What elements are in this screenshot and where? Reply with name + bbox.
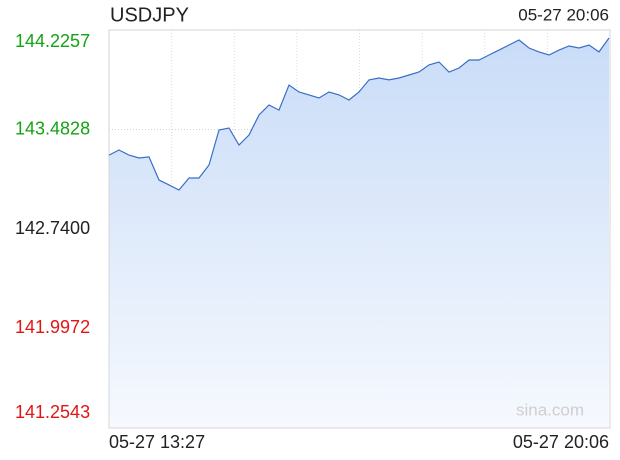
x-tick-label: 05-27 20:06 [513, 432, 609, 452]
plot-frame [108, 29, 611, 429]
chart-title: USDJPY [110, 4, 189, 26]
area [109, 38, 609, 428]
timestamp: 05-27 20:06 [518, 5, 609, 24]
y-tick-label: 141.2543 [15, 402, 90, 422]
x-tick-label: 05-27 13:27 [109, 432, 205, 452]
y-tick-label: 142.7400 [15, 218, 90, 238]
watermark: sina.com [516, 400, 584, 419]
line [108, 37, 610, 191]
y-tick-label: 141.9972 [15, 317, 90, 337]
y-tick-label: 143.4828 [15, 118, 90, 138]
y-tick-label: 144.2257 [15, 31, 90, 51]
